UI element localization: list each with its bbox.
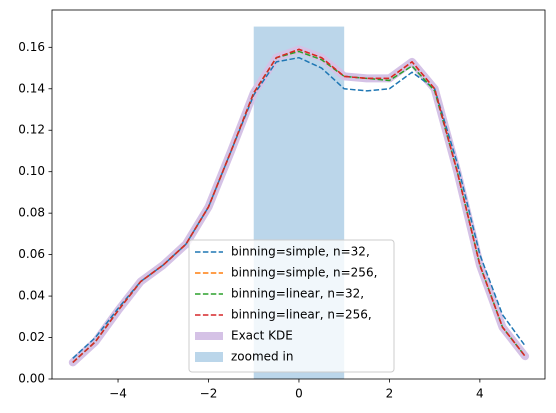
y-tick-label: 0.12 [18, 123, 45, 137]
y-tick-label: 0.08 [18, 206, 45, 220]
y-tick-label: 0.00 [18, 372, 45, 386]
legend-label: binning=linear, n=32, [231, 287, 364, 301]
y-tick-label: 0.16 [18, 40, 45, 54]
legend-label: binning=simple, n=256, [231, 266, 377, 280]
legend-label: zoomed in [231, 350, 293, 364]
line [72, 48, 526, 363]
y-tick-label: 0.10 [18, 164, 45, 178]
legend-box [188, 239, 395, 373]
y-tick-label: 0.02 [18, 330, 45, 344]
legend-handle [195, 352, 223, 362]
x-tick-label: −4 [109, 387, 127, 401]
legend-label: Exact KDE [231, 329, 293, 343]
axes-frame [51, 9, 546, 380]
y-tick-label: 0.06 [18, 247, 45, 261]
y-tick-label: 0.04 [18, 289, 45, 303]
y-tick-label: 0.14 [18, 81, 45, 95]
legend-label: binning=linear, n=256, [231, 308, 372, 322]
legend: binning=simple, n=32, binning=simple, n=2… [188, 239, 395, 373]
x-tick-label: 4 [476, 387, 484, 401]
x-tick-label: −2 [200, 387, 218, 401]
legend-label: binning=simple, n=32, [231, 245, 370, 259]
x-tick-label: 2 [386, 387, 394, 401]
x-tick-label: 0 [295, 387, 303, 401]
